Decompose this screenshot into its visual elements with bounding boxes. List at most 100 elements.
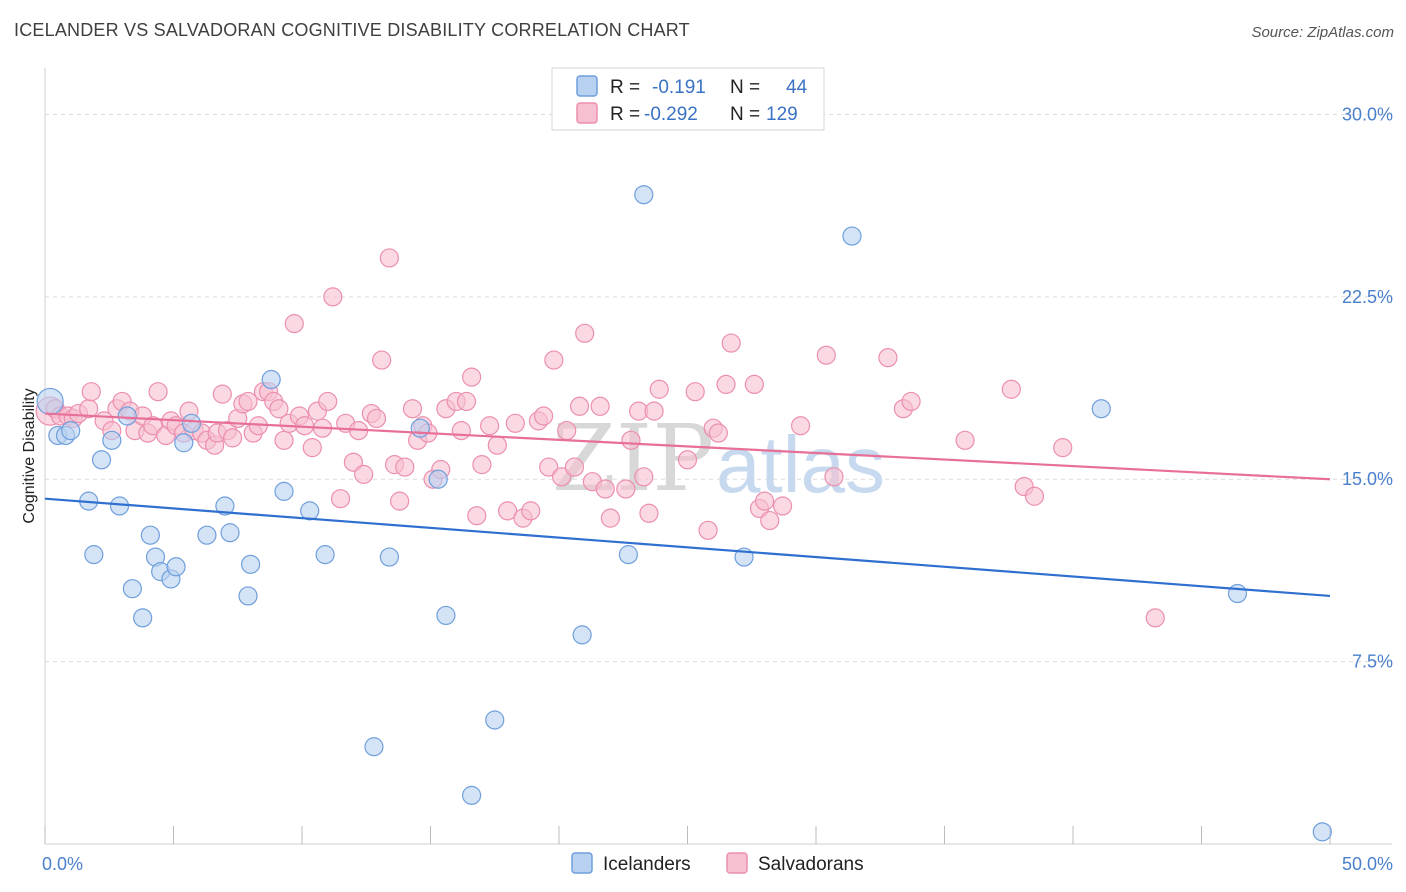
- y-tick-label: 22.5%: [1342, 287, 1393, 307]
- salvadoran-point: [269, 399, 289, 419]
- salvadoran-point: [366, 408, 387, 429]
- y-tick-labels: 7.5% 15.0% 22.5% 30.0%: [1342, 104, 1393, 671]
- icelander-point: [181, 413, 202, 433]
- salvadoran-point: [390, 491, 410, 511]
- icelander-point: [140, 525, 160, 545]
- icelander-point: [428, 469, 448, 489]
- salvadoran-point: [644, 401, 664, 421]
- salvadoran-point: [462, 367, 482, 387]
- salvadoran-point: [379, 248, 399, 268]
- salvadoran-point: [716, 374, 736, 394]
- icelander-point: [109, 496, 130, 516]
- legend-swatch-icelanders: [576, 75, 598, 97]
- salvadoran-point: [302, 438, 322, 458]
- salvadorans-points: [35, 248, 1165, 628]
- salvadoran-point: [575, 323, 595, 343]
- salvadoran-point: [318, 391, 338, 412]
- salvadoran-point: [354, 464, 374, 484]
- y-tick-label: 30.0%: [1342, 104, 1393, 124]
- salvadoran-point: [760, 510, 780, 531]
- salvadoran-point: [480, 416, 500, 436]
- icelander-point: [220, 523, 240, 543]
- icelander-point: [410, 418, 430, 438]
- salvadoran-point: [323, 287, 343, 307]
- salvadoran-point: [551, 467, 572, 487]
- salvadoran-point: [564, 457, 585, 477]
- icelander-point: [238, 586, 258, 606]
- icelander-point: [122, 579, 142, 599]
- salvadoran-point: [544, 350, 564, 370]
- salvadoran-point: [790, 416, 811, 436]
- icelander-point: [117, 406, 137, 426]
- salvadoran-point: [372, 350, 392, 370]
- y-tick-label: 7.5%: [1352, 652, 1393, 672]
- legend: R = -0.191 N = 44 R = -0.292 N = 129: [551, 67, 825, 131]
- salvadoran-point: [616, 479, 636, 499]
- salvadoran-point: [600, 508, 621, 528]
- salvadoran-point: [1001, 379, 1021, 399]
- legend-n-label-2: N =: [730, 104, 760, 125]
- source-credit: Source: ZipAtlas.com: [1251, 24, 1394, 41]
- icelanders-points: [36, 185, 1332, 842]
- icelander-point: [300, 501, 320, 521]
- salvadoran-point: [639, 503, 659, 523]
- salvadorans-trend-line: [44, 412, 1331, 481]
- icelander-point: [36, 387, 64, 416]
- salvadoran-point: [816, 345, 836, 365]
- icelander-point: [174, 433, 194, 453]
- icelander-point: [166, 557, 186, 577]
- salvadoran-point: [274, 430, 294, 450]
- salvadoran-point: [284, 314, 304, 334]
- salvadoran-point: [212, 384, 232, 404]
- salvadoran-point: [1145, 608, 1165, 628]
- legend-r-label-1: R =: [610, 77, 640, 98]
- x-tick-label-max: 50.0%: [1342, 854, 1393, 874]
- salvadoran-point: [698, 520, 718, 540]
- salvadoran-point: [238, 391, 258, 412]
- salvadoran-point: [569, 396, 590, 416]
- salvadoran-point: [955, 430, 975, 450]
- legend-n-label-1: N =: [730, 77, 760, 98]
- salvadoran-point: [81, 382, 101, 402]
- salvadoran-point: [472, 455, 492, 475]
- salvadoran-point: [467, 506, 487, 526]
- legend-r-value-1: -0.191: [652, 77, 706, 98]
- bottom-legend-swatch-salvadorans: [726, 852, 748, 874]
- bottom-legend-label-salvadorans: Salvadorans: [758, 854, 864, 875]
- salvadoran-point: [901, 391, 921, 412]
- salvadoran-point: [590, 396, 610, 416]
- bottom-legend-label-icelanders: Icelanders: [603, 854, 691, 875]
- salvadoran-point: [521, 501, 541, 521]
- icelander-point: [274, 481, 294, 501]
- icelander-point: [84, 545, 104, 565]
- salvadoran-point: [533, 406, 554, 426]
- y-axis-label: Cognitive Disability: [21, 388, 38, 523]
- bottom-legend: Icelanders Salvadorans: [571, 852, 864, 875]
- icelander-point: [315, 545, 335, 565]
- salvadoran-point: [772, 496, 793, 516]
- x-tick-label-min: 0.0%: [42, 854, 83, 874]
- icelander-point: [61, 421, 81, 441]
- salvadoran-point: [487, 435, 507, 455]
- salvadoran-point: [677, 450, 698, 470]
- chart-title: ICELANDER VS SALVADORAN COGNITIVE DISABI…: [14, 20, 690, 40]
- icelander-point: [572, 625, 592, 645]
- salvadoran-point: [878, 348, 898, 368]
- icelander-point: [1312, 822, 1332, 842]
- icelander-point: [102, 430, 122, 450]
- salvadoran-point: [505, 413, 525, 433]
- trend-lines: [44, 412, 1331, 598]
- salvadoran-point: [539, 457, 559, 477]
- salvadoran-point: [1024, 486, 1045, 506]
- salvadoran-point: [708, 423, 728, 443]
- icelander-point: [261, 369, 281, 390]
- legend-r-label-2: R =: [610, 104, 640, 125]
- icelander-point: [462, 785, 482, 805]
- gridlines: [45, 113, 1392, 663]
- salvadoran-point: [402, 399, 423, 419]
- salvadoran-point: [595, 479, 615, 499]
- salvadoran-point: [498, 501, 518, 521]
- icelander-point: [133, 608, 153, 628]
- salvadoran-point: [1053, 438, 1073, 458]
- legend-r-value-2: -0.292: [644, 104, 698, 125]
